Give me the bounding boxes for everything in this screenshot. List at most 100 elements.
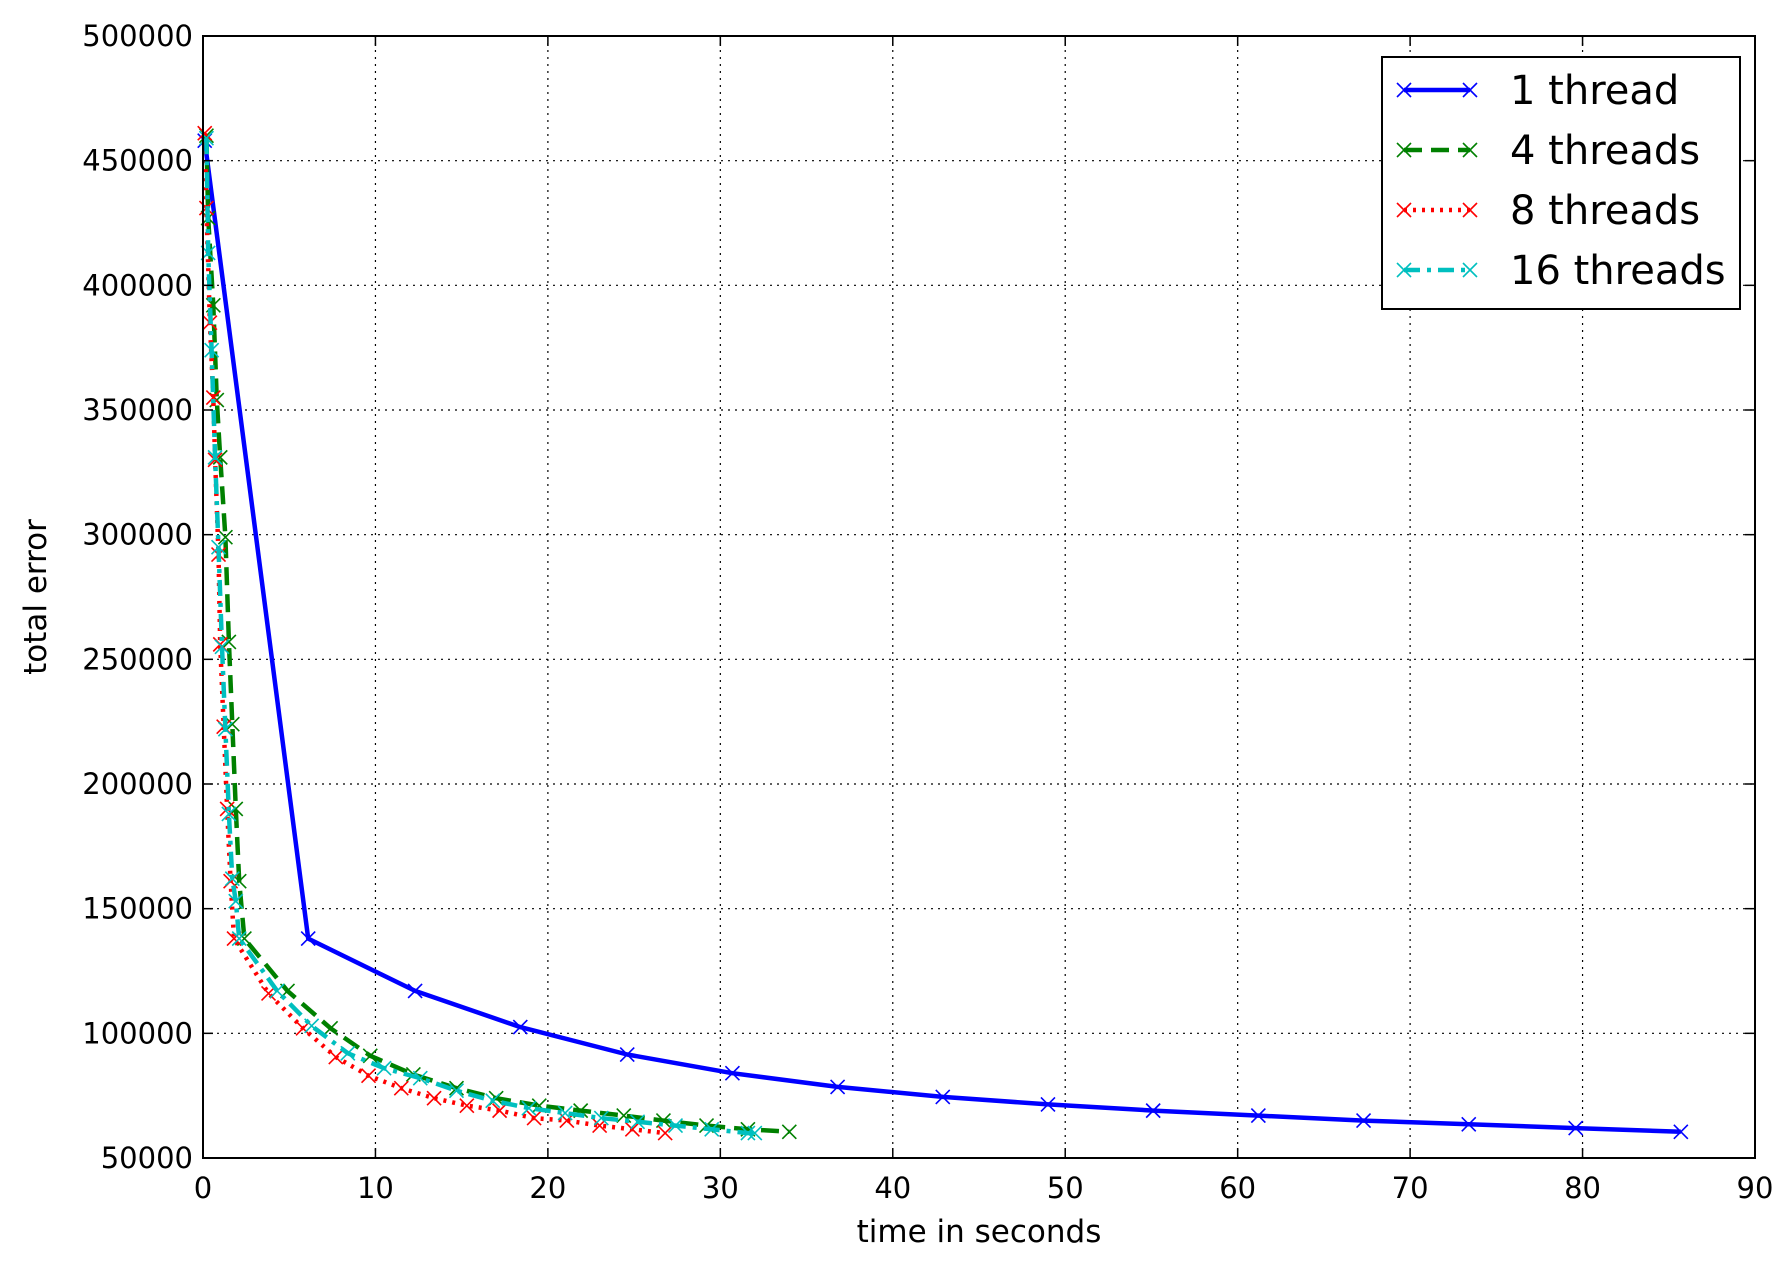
legend-box <box>1381 56 1741 310</box>
data-point <box>512 1019 528 1035</box>
data-point <box>228 893 244 909</box>
data-point <box>304 1018 320 1034</box>
legend-marker <box>1396 142 1412 158</box>
legend-marker <box>1396 202 1412 218</box>
y-tick-label: 350000 <box>82 393 193 427</box>
series-1 <box>198 128 797 1140</box>
data-point <box>412 1070 428 1086</box>
x-tick-label: 20 <box>529 1171 566 1205</box>
data-point <box>629 1114 646 1130</box>
y-tick-label: 500000 <box>82 19 193 53</box>
data-point <box>328 1049 344 1065</box>
data-point <box>224 871 240 887</box>
data-point <box>197 125 213 141</box>
data-point <box>340 1045 356 1061</box>
legend-item: 4 threads <box>1396 128 1700 174</box>
data-point <box>198 130 215 146</box>
data-point <box>521 1100 537 1116</box>
data-point <box>300 931 316 947</box>
x-tick-label: 60 <box>1219 1171 1256 1205</box>
data-point <box>724 1065 740 1081</box>
data-point <box>624 1121 640 1137</box>
y-tick-label: 100000 <box>82 1016 193 1050</box>
data-point <box>781 1124 797 1140</box>
y-tick-label: 300000 <box>82 518 193 552</box>
data-point <box>704 1121 720 1137</box>
data-point <box>485 1093 501 1109</box>
x-tick-label: 90 <box>1737 1171 1774 1205</box>
legend-item: 8 threads <box>1396 188 1700 234</box>
plot-frame <box>202 35 1756 1159</box>
legend-marker <box>1396 82 1412 98</box>
data-point <box>1673 1124 1689 1140</box>
data-point <box>593 1110 609 1126</box>
legend-marker <box>1396 262 1412 278</box>
x-tick-label: 40 <box>874 1171 911 1205</box>
x-tick-label: 30 <box>702 1171 739 1205</box>
data-point <box>217 529 233 545</box>
data-point <box>1250 1108 1266 1124</box>
gridlines <box>203 36 1755 1158</box>
legend: 1 thread 4 threads 8 threads 16 threads <box>1381 56 1741 310</box>
data-point <box>619 1046 635 1063</box>
legend-marker <box>1462 142 1478 158</box>
y-tick-label: 50000 <box>101 1141 193 1175</box>
data-point <box>204 342 220 358</box>
x-tick-label: 50 <box>1047 1171 1084 1205</box>
data-point <box>935 1089 951 1105</box>
data-point <box>426 1090 442 1106</box>
x-tick-label: 10 <box>357 1171 394 1205</box>
data-point <box>1040 1096 1056 1112</box>
data-point <box>224 716 240 732</box>
data-point <box>1461 1116 1477 1132</box>
tick-labels: 0 10 20 30 40 50 60 70 80 90 50000 100000 150000 2000… <box>82 19 1773 1205</box>
data-point <box>667 1118 684 1134</box>
data-point <box>1145 1103 1161 1119</box>
data-point <box>657 1125 673 1141</box>
data-point <box>205 389 221 406</box>
legend-marker <box>1462 202 1478 218</box>
data-point <box>448 1083 465 1099</box>
legend-marker <box>1462 82 1478 98</box>
legend-label: 8 threads <box>1510 188 1700 234</box>
legend-label: 1 thread <box>1510 68 1679 114</box>
series-line <box>204 135 790 1135</box>
data-point <box>210 539 227 555</box>
data-point <box>747 1125 763 1141</box>
data-point <box>207 449 223 465</box>
series-3 <box>198 130 763 1141</box>
data-point <box>221 806 237 822</box>
y-tick-label: 450000 <box>82 144 193 178</box>
series-group <box>197 125 1689 1141</box>
data-point <box>217 721 233 737</box>
data-point <box>459 1098 475 1114</box>
data-point <box>360 1068 377 1084</box>
legend-label: 4 threads <box>1510 128 1700 174</box>
data-point <box>830 1079 846 1095</box>
data-point <box>526 1110 542 1126</box>
y-tick-label: 150000 <box>82 892 193 926</box>
axes <box>202 35 1756 1159</box>
series-line <box>204 138 755 1136</box>
data-point <box>214 639 230 655</box>
x-tick-label: 0 <box>194 1171 212 1205</box>
data-point <box>492 1103 508 1119</box>
data-point <box>1568 1120 1584 1136</box>
y-tick-label: 250000 <box>82 642 193 676</box>
data-point <box>393 1080 409 1096</box>
legend-item: 16 threads <box>1396 248 1726 294</box>
legend-item: 1 thread <box>1396 68 1679 114</box>
data-point <box>231 931 247 947</box>
legend-marker <box>1462 262 1478 278</box>
data-point <box>376 1060 392 1076</box>
data-point <box>407 983 423 999</box>
y-tick-label: 200000 <box>82 767 193 801</box>
y-axis-label: total error <box>18 519 54 675</box>
y-tick-label: 400000 <box>82 268 193 302</box>
data-point <box>557 1105 573 1121</box>
x-tick-label: 70 <box>1392 1171 1429 1205</box>
data-point <box>269 983 285 999</box>
data-point <box>362 1048 378 1064</box>
